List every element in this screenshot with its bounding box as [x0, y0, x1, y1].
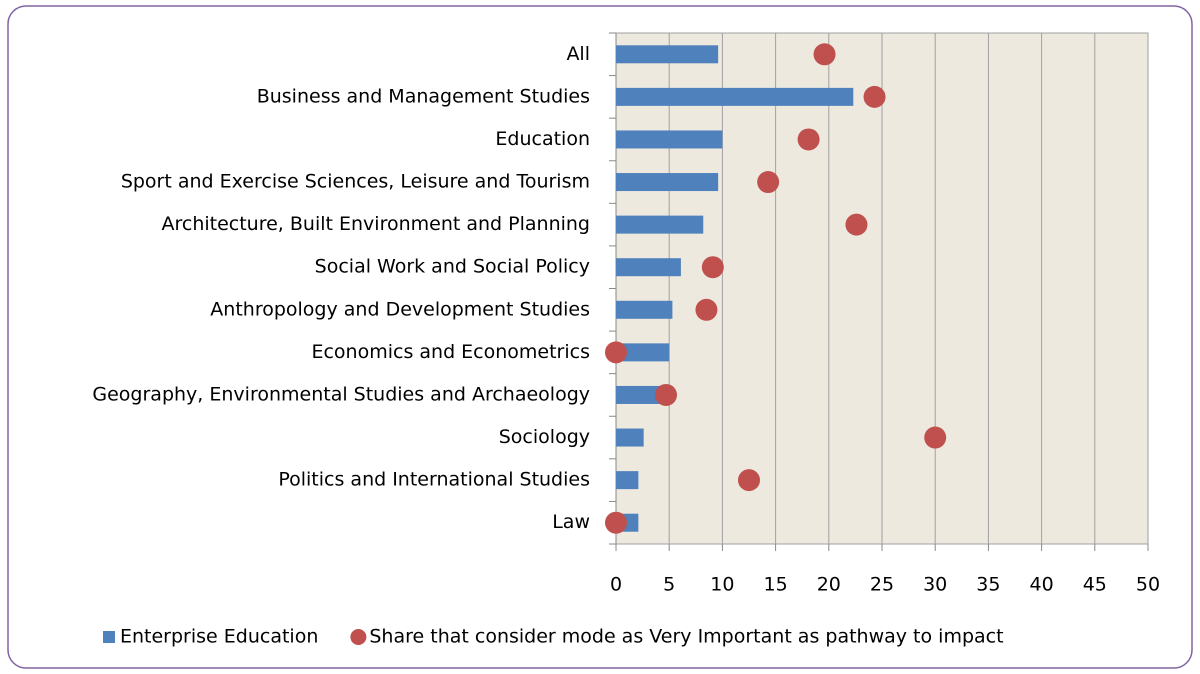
dot — [813, 43, 836, 66]
x-tick-label: 40 — [1030, 574, 1054, 596]
dot — [757, 171, 780, 194]
x-tick-label: 20 — [817, 574, 841, 596]
legend-swatch — [350, 629, 367, 645]
y-tick-label: Business and Management Studies — [257, 85, 590, 107]
dot — [701, 256, 724, 279]
bar — [616, 130, 723, 149]
bar — [616, 45, 719, 64]
dot — [655, 383, 678, 406]
bar — [616, 215, 704, 234]
y-tick-label: Education — [495, 128, 590, 150]
y-tick-label: Politics and International Studies — [278, 469, 590, 491]
y-tick-label: Geography, Environmental Studies and Arc… — [92, 383, 590, 405]
y-tick-label: Sociology — [499, 426, 590, 448]
x-tick-label: 35 — [976, 574, 1000, 596]
y-tick-label: Economics and Econometrics — [311, 341, 590, 363]
x-tick-label: 45 — [1083, 574, 1107, 596]
y-tick-label: All — [566, 43, 590, 65]
x-tick-label: 25 — [870, 574, 894, 596]
dot — [738, 469, 760, 492]
dot — [863, 85, 886, 108]
x-tick-label: 50 — [1136, 574, 1160, 596]
bar — [616, 385, 660, 404]
dot — [924, 426, 947, 449]
dot — [797, 128, 820, 151]
y-tick-label: Law — [552, 511, 590, 533]
bar — [616, 300, 673, 319]
x-tick-label: 30 — [923, 574, 947, 596]
bar — [616, 428, 644, 447]
x-tick-label: 0 — [610, 574, 622, 596]
bar — [616, 87, 854, 106]
dot — [605, 341, 627, 364]
y-tick-label: Anthropology and Development Studies — [210, 298, 590, 320]
legend-label: Enterprise Education — [120, 626, 318, 648]
x-tick-label: 15 — [764, 574, 788, 596]
y-tick-label: Sport and Exercise Sciences, Leisure and… — [121, 171, 590, 193]
bar — [616, 173, 719, 192]
dot — [695, 298, 718, 321]
bar — [616, 258, 681, 277]
bar — [616, 471, 639, 490]
legend-swatch — [103, 631, 115, 643]
x-tick-label: 5 — [663, 574, 675, 596]
y-tick-label: Architecture, Built Environment and Plan… — [161, 213, 590, 235]
x-tick-label: 10 — [710, 574, 734, 596]
legend-label: Share that consider mode as Very Importa… — [369, 626, 1003, 648]
dot — [845, 213, 868, 236]
bar — [616, 343, 670, 362]
y-tick-label: Social Work and Social Policy — [315, 256, 590, 278]
dot — [605, 511, 627, 534]
